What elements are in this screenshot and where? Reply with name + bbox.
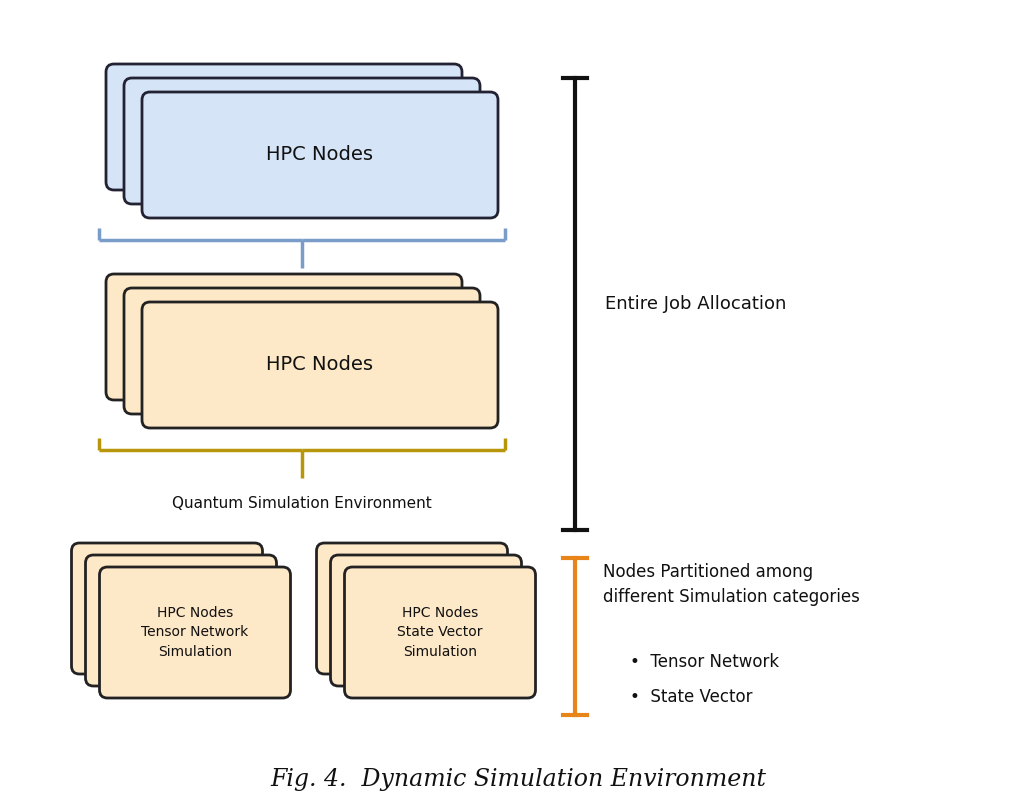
FancyBboxPatch shape	[86, 555, 277, 686]
FancyBboxPatch shape	[99, 567, 290, 698]
FancyBboxPatch shape	[317, 543, 508, 674]
Text: Quantum Simulation Environment: Quantum Simulation Environment	[172, 496, 432, 511]
Text: HPC Nodes: HPC Nodes	[266, 145, 374, 164]
Text: Fig. 4.  Dynamic Simulation Environment: Fig. 4. Dynamic Simulation Environment	[270, 768, 766, 791]
FancyBboxPatch shape	[142, 92, 498, 218]
FancyBboxPatch shape	[330, 555, 521, 686]
Text: Entire Job Allocation: Entire Job Allocation	[605, 295, 786, 313]
FancyBboxPatch shape	[106, 64, 462, 190]
FancyBboxPatch shape	[124, 78, 480, 204]
FancyBboxPatch shape	[71, 543, 262, 674]
Text: •  Tensor Network: • Tensor Network	[630, 653, 779, 671]
FancyBboxPatch shape	[124, 288, 480, 414]
Text: HPC Nodes
State Vector
Simulation: HPC Nodes State Vector Simulation	[397, 606, 483, 659]
FancyBboxPatch shape	[106, 274, 462, 400]
Text: •  State Vector: • State Vector	[630, 688, 752, 706]
Text: HPC Nodes
Tensor Network
Simulation: HPC Nodes Tensor Network Simulation	[141, 606, 249, 659]
Text: HPC Nodes: HPC Nodes	[266, 355, 374, 375]
Text: Nodes Partitioned among
different Simulation categories: Nodes Partitioned among different Simula…	[603, 563, 860, 606]
FancyBboxPatch shape	[345, 567, 536, 698]
FancyBboxPatch shape	[142, 302, 498, 428]
Text: HPC Application Nodes: HPC Application Nodes	[214, 286, 390, 301]
